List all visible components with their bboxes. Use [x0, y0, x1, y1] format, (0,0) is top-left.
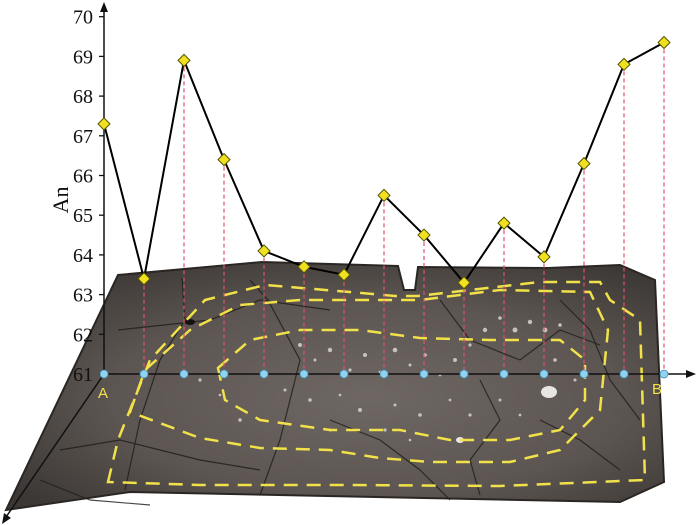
baseline-point [339, 369, 349, 379]
drop-lines [143, 42, 665, 374]
profile-marker [537, 250, 551, 264]
profile-marker [297, 260, 311, 274]
y-tick-label: 63 [73, 285, 93, 307]
baseline-point [459, 369, 469, 379]
profile-marker [417, 228, 431, 242]
baseline-point [99, 369, 109, 379]
end-point-label: B [652, 381, 662, 398]
profile-marker [337, 268, 351, 282]
profile-marker [497, 216, 511, 230]
large-inclusion [541, 386, 557, 398]
profile-marker [457, 275, 471, 290]
depth-axis-line [3, 373, 105, 521]
profile-marker [657, 35, 671, 50]
baseline-points [99, 369, 669, 379]
depth-axis-arrow [2, 513, 11, 524]
x-axis-arrow [686, 370, 696, 378]
profile-marker [177, 53, 191, 68]
y-tick-label: 68 [73, 86, 93, 108]
outer-zone-outline [106, 280, 647, 488]
inner-zone-outline [128, 288, 610, 464]
profile-series [97, 35, 671, 290]
profile-marker [217, 152, 231, 167]
y-tick-label: 64 [73, 245, 93, 267]
y-axis-title: An [48, 187, 73, 214]
profile-marker [137, 272, 151, 286]
baseline-point [659, 369, 669, 379]
start-point-label: A [98, 385, 108, 402]
y-tick-label: 66 [73, 166, 93, 188]
y-axis-arrow [100, 2, 108, 12]
y-tick-label: 70 [73, 7, 93, 29]
y-tick-label: 61 [73, 364, 93, 386]
baseline-point [579, 369, 589, 379]
baseline-point [539, 369, 549, 379]
baseline-point [179, 369, 189, 379]
core-zone-outline [216, 328, 587, 442]
dark-inclusion [185, 319, 195, 325]
y-tick-label: 67 [73, 126, 93, 148]
baseline-point [419, 369, 429, 379]
y-tick-label: 62 [73, 324, 93, 346]
baseline-point [139, 369, 149, 379]
profile-marker [617, 57, 631, 72]
y-axis-ticks: 61 62 63 64 65 66 67 68 69 70 [73, 7, 104, 386]
profile-marker [377, 188, 391, 203]
inclusion-speckles [198, 316, 577, 442]
y-tick-label: 69 [73, 46, 93, 68]
small-inclusion [456, 437, 464, 443]
crystal-image [4, 260, 666, 512]
baseline-point [379, 369, 389, 379]
profile-marker [577, 156, 591, 171]
baseline-point [219, 369, 229, 379]
profile-marker [257, 244, 271, 258]
y-tick-label: 65 [73, 205, 93, 227]
baseline-point [299, 369, 309, 379]
baseline-point [499, 369, 509, 379]
baseline-point [619, 369, 629, 379]
profile-marker [97, 117, 111, 131]
baseline-point [259, 369, 269, 379]
